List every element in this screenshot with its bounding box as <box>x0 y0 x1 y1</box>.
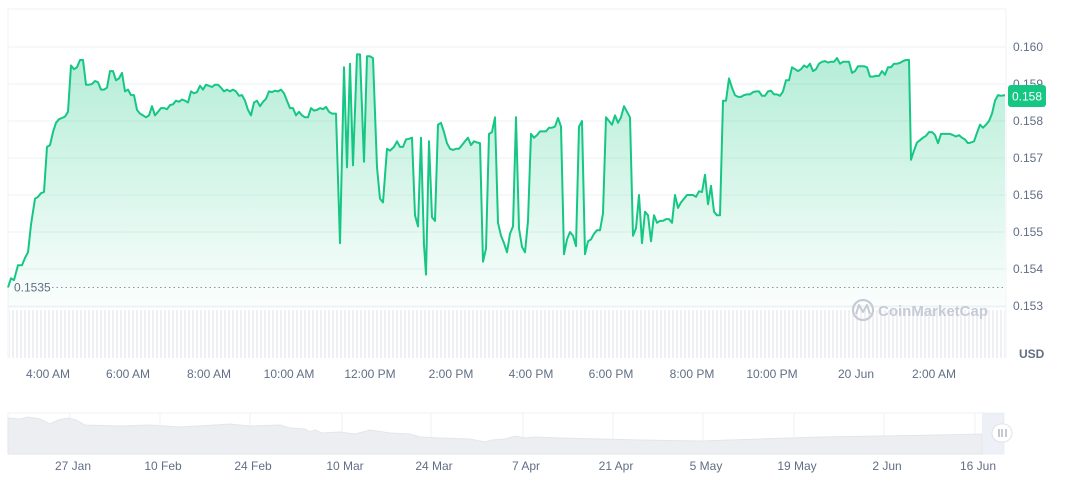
y-tick-label: 0.158 <box>1013 114 1043 128</box>
y-tick-label: 0.156 <box>1013 188 1043 202</box>
x-tick-label: 2:00 AM <box>912 367 956 381</box>
navigator-tick-label: 24 Mar <box>415 459 452 473</box>
navigator-tick-label: 7 Apr <box>512 459 540 473</box>
x-tick-label: 6:00 PM <box>589 367 634 381</box>
coinmarketcap-watermark: CoinMarketCap <box>851 298 988 322</box>
x-tick-label: 4:00 PM <box>509 367 554 381</box>
navigator-tick-label: 21 Apr <box>599 459 634 473</box>
current-price-badge: 0.158 <box>1008 85 1046 107</box>
range-navigator[interactable]: 27 Jan 10 Feb 24 Feb 10 Mar 24 Mar 7 Apr 21 Ap… <box>7 412 1013 473</box>
navigator-tick-label: 27 Jan <box>55 459 91 473</box>
x-tick-label: 8:00 AM <box>187 367 231 381</box>
price-area <box>8 54 1005 308</box>
y-tick-label: 0.160 <box>1013 40 1043 54</box>
current-price-text: 0.158 <box>1012 90 1042 104</box>
watermark-text: CoinMarketCap <box>878 303 988 320</box>
x-tick-label: 4:00 AM <box>26 367 70 381</box>
x-tick-label: 10:00 PM <box>746 367 797 381</box>
x-tick-label: 12:00 PM <box>344 367 395 381</box>
currency-label: USD <box>1019 347 1045 361</box>
navigator-tick-label: 19 May <box>777 459 816 473</box>
open-price-label: 0.1535 <box>14 281 51 295</box>
y-tick-label: 0.157 <box>1013 151 1043 165</box>
x-tick-label: 6:00 AM <box>106 367 150 381</box>
navigator-tick-label: 2 Jun <box>872 459 901 473</box>
navigator-tick-label: 24 Feb <box>234 459 272 473</box>
navigator-tick-label: 10 Mar <box>326 459 363 473</box>
navigator-axis: 27 Jan 10 Feb 24 Feb 10 Mar 24 Mar 7 Apr 21 Ap… <box>55 459 996 473</box>
x-tick-label: 8:00 PM <box>670 367 715 381</box>
y-tick-label: 0.155 <box>1013 225 1043 239</box>
navigator-handle[interactable] <box>991 423 1013 443</box>
navigator-tick-label: 10 Feb <box>144 459 182 473</box>
x-tick-label: 10:00 AM <box>264 367 315 381</box>
x-tick-label: 20 Jun <box>838 367 874 381</box>
y-tick-label: 0.154 <box>1013 262 1043 276</box>
x-axis: 4:00 AM 6:00 AM 8:00 AM 10:00 AM 12:00 PM 2:0… <box>26 367 956 381</box>
navigator-tick-label: 5 May <box>690 459 723 473</box>
volume-bars <box>9 310 1005 358</box>
x-tick-label: 2:00 PM <box>429 367 474 381</box>
navigator-area <box>7 416 983 455</box>
navigator-tick-label: 16 Jun <box>960 459 996 473</box>
coinmarketcap-logo-icon <box>851 298 875 322</box>
price-line[interactable] <box>7 53 1006 288</box>
y-tick-label: 0.153 <box>1013 299 1043 313</box>
